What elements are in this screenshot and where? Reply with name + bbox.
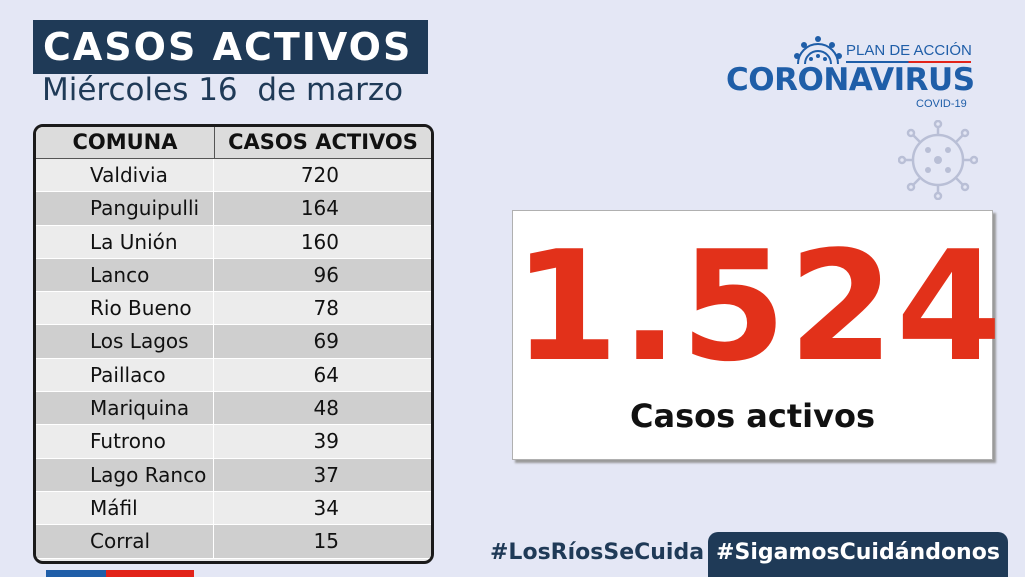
table-row: La Unión 160 [36,225,431,259]
cell-comuna: Futrono [36,425,214,458]
cell-casos: 34 [313,495,339,520]
virus-icon [794,36,842,65]
total-cases-label: Casos activos [629,397,875,435]
cell-casos: 164 [300,196,339,221]
cell-comuna: Lanco [36,258,214,292]
table-row: Paillaco 64 [36,358,431,393]
table-row: Corral 15 [36,525,431,559]
cell-casos: 15 [313,529,339,554]
table-row: Lago Ranco 37 [36,458,431,492]
table-row: Panguipulli 164 [36,192,431,226]
logo-sub-text: COVID-19 [916,98,967,110]
table-row: Lanco 96 [36,258,431,293]
flag-stripe [46,570,194,577]
cell-casos: 64 [313,362,339,387]
column-header-casos: CASOS ACTIVOS [228,130,418,154]
cell-casos: 160 [300,229,339,254]
cell-comuna: Corral [36,525,214,558]
logo-underline [846,61,971,63]
cell-comuna: Máfil [36,491,214,525]
virus-watermark-icon [898,120,978,200]
cell-comuna: Paillaco [36,358,214,392]
table-row: Valdivia 720 [36,159,431,193]
cell-casos: 39 [313,429,339,454]
logo-plan-text: PLAN DE ACCIÓN [846,42,972,59]
table-row: Rio Bueno 78 [36,292,431,326]
table-row: Los Lagos 69 [36,325,431,359]
table-header: COMUNA CASOS ACTIVOS [36,127,431,159]
cell-comuna: Los Lagos [36,325,214,358]
cell-casos: 69 [313,329,339,354]
hashtag-sigamos: #SigamosCuidándonos [708,532,1008,577]
cell-casos: 48 [313,396,339,421]
cell-comuna: Lago Ranco [36,458,214,491]
cell-casos: 720 [300,163,339,187]
cell-comuna: Rio Bueno [36,292,214,325]
table-row: Máfil 34 [36,491,431,526]
flag-stripe-blue [46,570,106,577]
page-title: CASOS ACTIVOS [33,20,428,74]
flag-stripe-red [106,570,194,577]
table-body: Valdivia 720 Panguipulli 164 La Unión 160 Lanc… [36,159,431,559]
cell-comuna: Panguipulli [36,192,214,225]
logo-name-text: CORONAVIRUS [726,62,975,98]
active-cases-table: COMUNA CASOS ACTIVOS Valdivia 720 Panguipu… [33,124,434,564]
total-cases-value: 1.524 [513,218,1004,395]
table-row: Mariquina 48 [36,392,431,426]
date-subtitle: Miércoles 16 de marzo [42,72,404,108]
cell-casos: 96 [313,262,339,287]
cell-casos: 78 [313,296,339,321]
cell-comuna: La Unión [36,225,214,258]
cell-comuna: Valdivia [36,159,214,192]
hashtag-los-rios: #LosRíosSeCuida [490,540,705,565]
total-cases-card: 1.524 Casos activos [512,210,1004,460]
cell-comuna: Mariquina [36,392,214,425]
column-header-comuna: COMUNA [36,127,215,158]
cell-casos: 37 [313,462,339,487]
table-row: Futrono 39 [36,425,431,459]
